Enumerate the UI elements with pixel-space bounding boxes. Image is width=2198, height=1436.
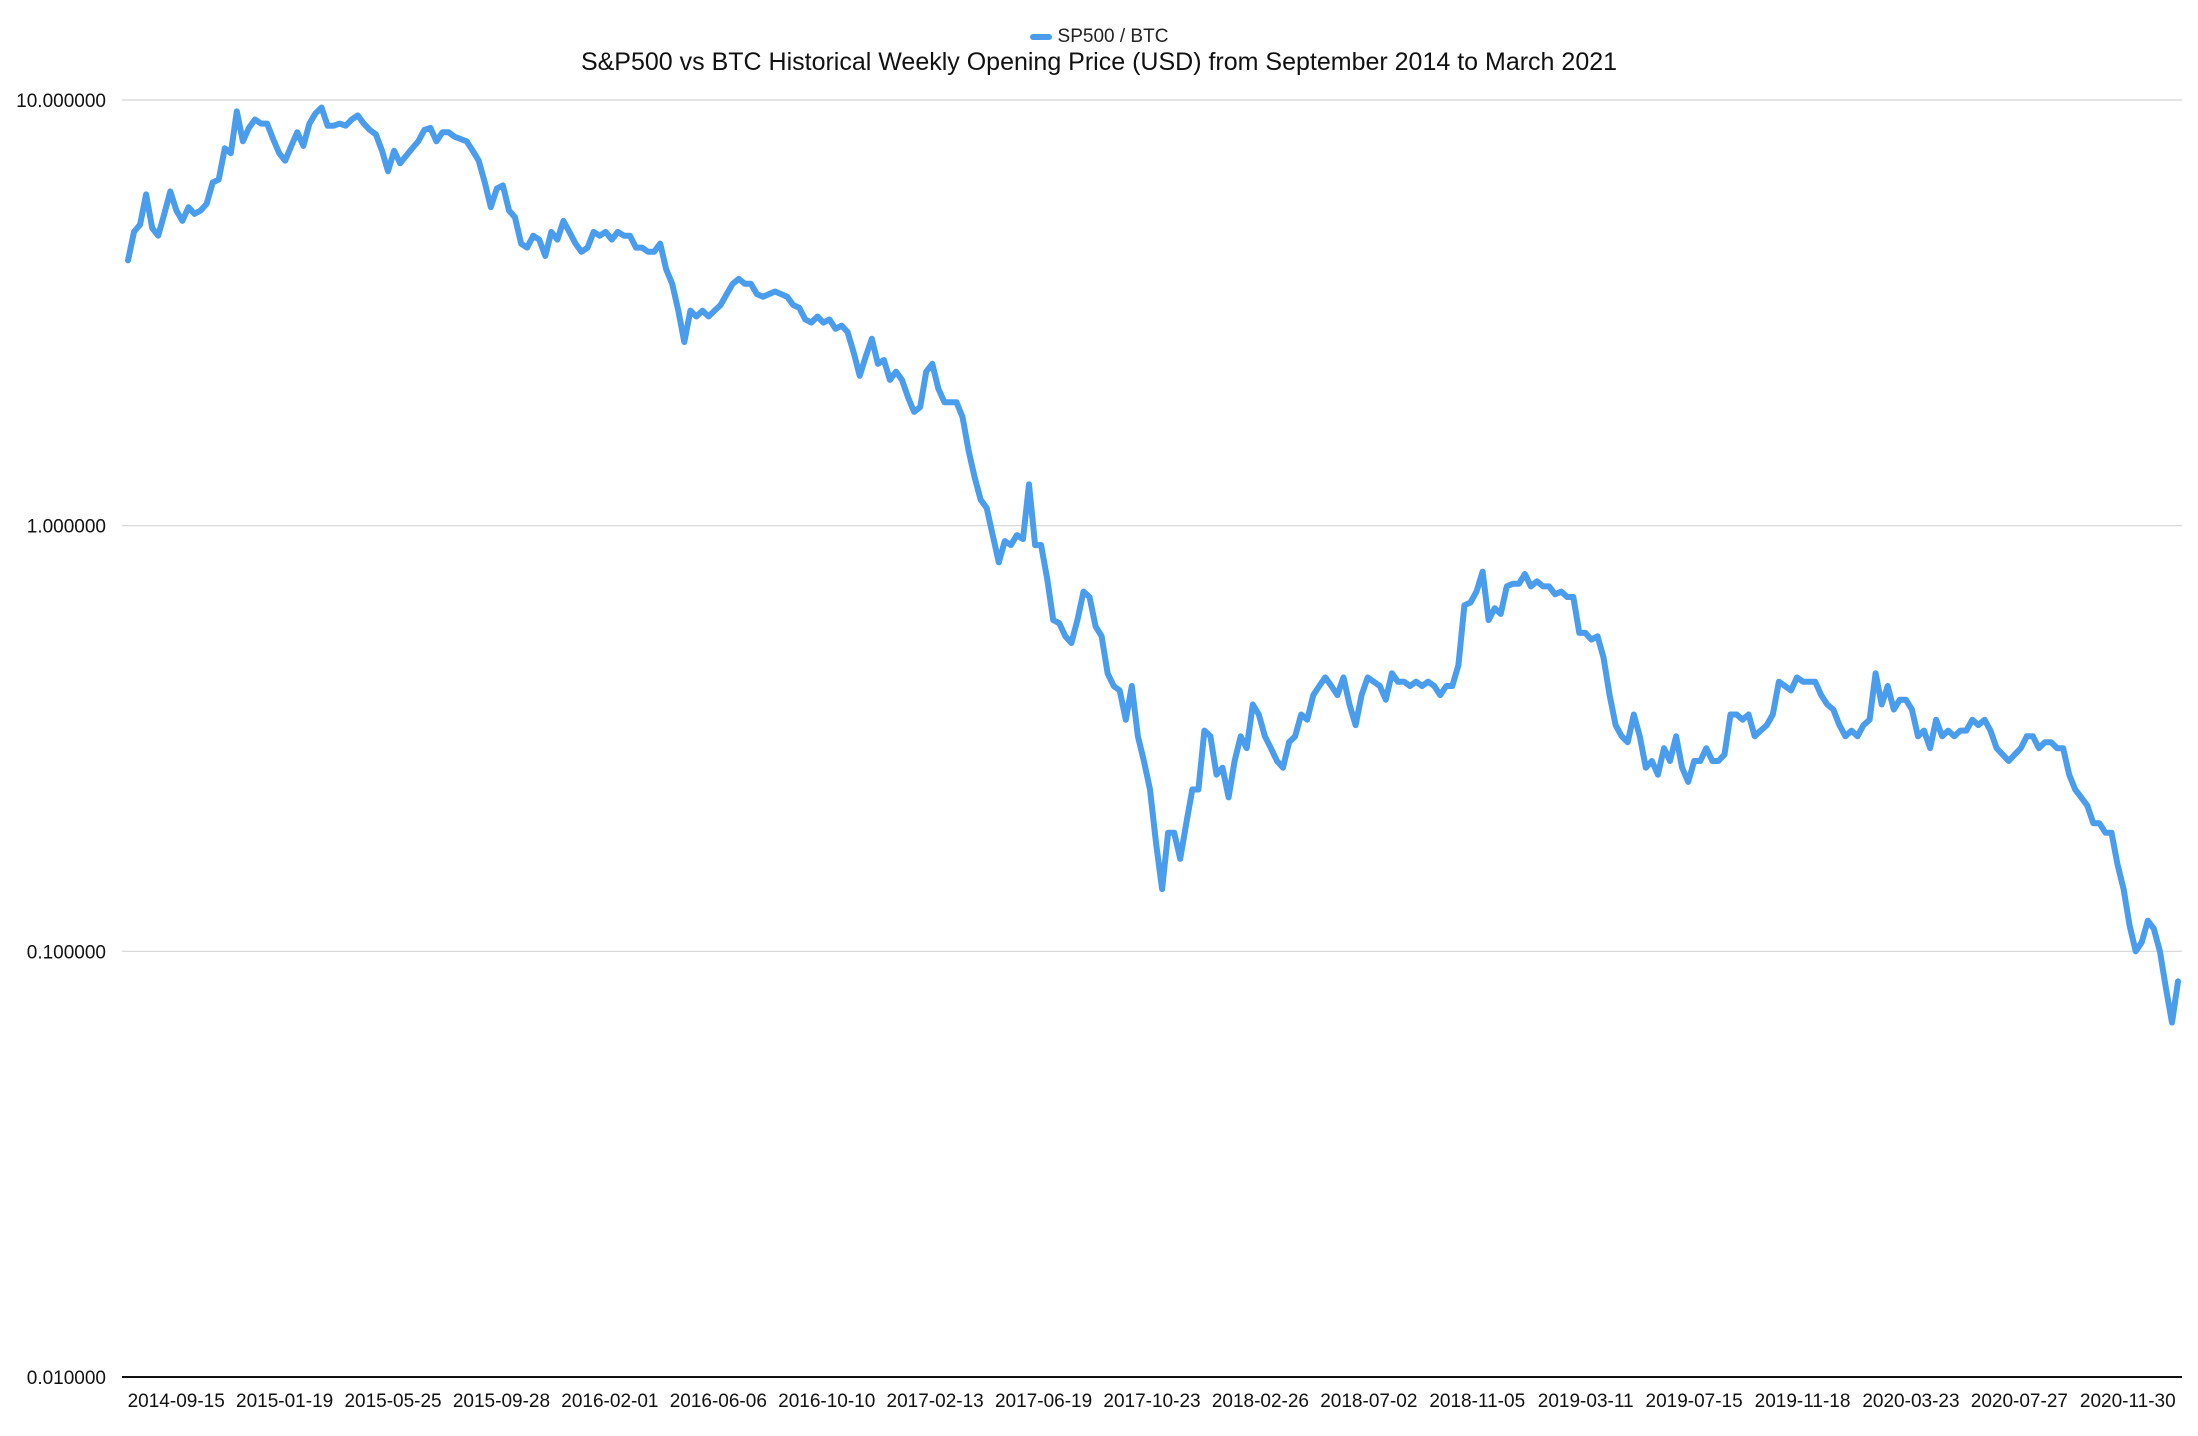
x-tick-label: 2014-09-15 xyxy=(128,1391,225,1412)
chart-title: S&P500 vs BTC Historical Weekly Opening … xyxy=(580,48,1618,76)
x-tick-label: 2015-09-28 xyxy=(453,1391,550,1412)
legend-swatch xyxy=(1029,33,1052,40)
y-tick-label: 0.010000 xyxy=(27,1368,106,1389)
legend-label: SP500 / BTC xyxy=(1057,26,1169,47)
series-line-sp500-btc xyxy=(125,104,2181,1026)
y-tick-label: 0.100000 xyxy=(27,942,106,963)
x-tick-label: 2015-05-25 xyxy=(344,1391,441,1412)
x-tick-label: 2018-07-02 xyxy=(1320,1391,1417,1412)
y-tick-label: 10.000000 xyxy=(16,91,106,112)
x-tick-label: 2017-02-13 xyxy=(887,1391,984,1412)
x-tick-label: 2016-06-06 xyxy=(670,1391,767,1412)
x-tick-label: 2019-03-11 xyxy=(1538,1391,1634,1412)
x-tick-label: 2018-11-05 xyxy=(1429,1391,1525,1412)
x-tick-label: 2020-07-27 xyxy=(1971,1391,2068,1412)
x-tick-label: 2017-06-19 xyxy=(995,1391,1092,1412)
x-tick-label: 2020-03-23 xyxy=(1862,1391,1959,1412)
x-tick-label: 2019-07-15 xyxy=(1646,1391,1743,1412)
x-tick-label: 2019-11-18 xyxy=(1755,1391,1851,1412)
x-tick-label: 2017-10-23 xyxy=(1103,1391,1200,1412)
x-tick-label: 2016-02-01 xyxy=(561,1391,658,1412)
x-tick-label: 2016-10-10 xyxy=(778,1391,875,1412)
legend: SP500 / BTC xyxy=(0,26,2198,48)
x-tick-label: 2015-01-19 xyxy=(236,1391,333,1412)
y-tick-label: 1.000000 xyxy=(27,517,106,538)
x-tick-label: 2020-11-30 xyxy=(2080,1391,2176,1412)
x-tick-label: 2018-02-26 xyxy=(1212,1391,1309,1412)
